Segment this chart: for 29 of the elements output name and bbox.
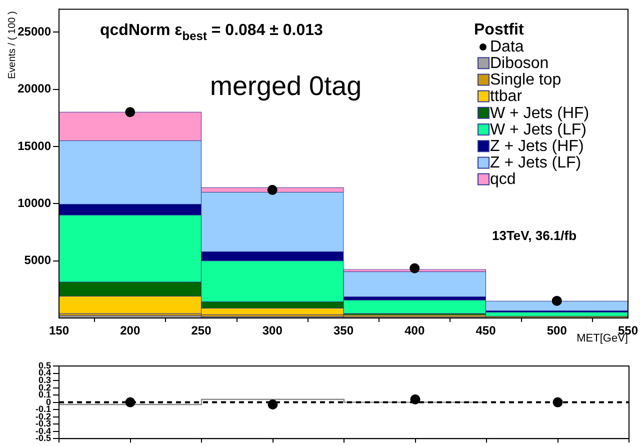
x-tick-label: 300 bbox=[262, 324, 283, 338]
y-tick-label: 25000 bbox=[18, 24, 52, 38]
legend-label: W + Jets (LF) bbox=[490, 121, 586, 138]
y-tick-label: 5000 bbox=[24, 253, 52, 268]
legend-label: ttbar bbox=[490, 88, 523, 106]
x-tick-label: 250 bbox=[191, 324, 212, 338]
legend-title: Postfit bbox=[474, 21, 524, 38]
y-tick-label: 0.4 bbox=[38, 368, 51, 378]
x-tick-label: 200 bbox=[120, 324, 140, 338]
x-tick-label: 350 bbox=[333, 324, 354, 338]
x-tick-label: 450 bbox=[476, 324, 496, 338]
y-tick-label: 20000 bbox=[18, 82, 52, 96]
y-axis-title: Events / ( 100 ) bbox=[6, 11, 18, 80]
annotation: merged 0tag bbox=[210, 71, 362, 101]
legend-label: Single top bbox=[490, 72, 562, 89]
x-tick-label: 150 bbox=[48, 324, 70, 338]
x-tick-label: 400 bbox=[404, 324, 425, 338]
y-tick-label: 10000 bbox=[18, 196, 52, 210]
y-tick-label: -0.5 bbox=[35, 433, 51, 444]
legend-label: Data bbox=[490, 38, 524, 56]
legend-label: Diboson bbox=[490, 55, 549, 72]
legend-label: Z + Jets (HF) bbox=[490, 138, 584, 156]
y-tick-label: 0.5 bbox=[38, 360, 51, 370]
legend-label: Z + Jets (LF) bbox=[490, 154, 582, 172]
annotation: 13TeV, 36.1/fb bbox=[492, 228, 577, 243]
legend-label: W + Jets (HF) bbox=[490, 104, 590, 122]
x-tick-label: 500 bbox=[546, 324, 568, 338]
legend-label: qcd bbox=[490, 171, 516, 188]
y-tick-label: 15000 bbox=[18, 138, 52, 153]
